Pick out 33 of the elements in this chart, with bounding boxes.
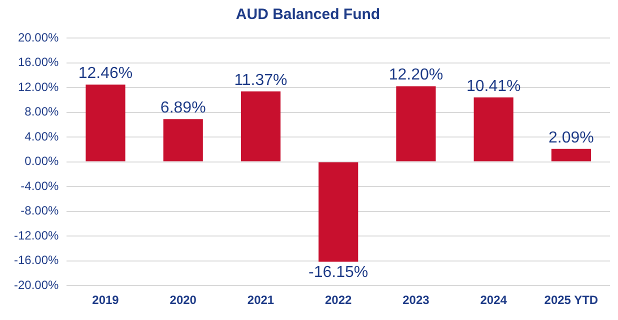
data-label: 11.37% xyxy=(234,72,288,89)
bar xyxy=(163,119,203,162)
y-tick-label: 8.00% xyxy=(24,104,60,119)
x-tick-label: 2022 xyxy=(324,293,352,308)
data-label: 2.09% xyxy=(548,129,594,146)
y-tick-label: 16.00% xyxy=(18,55,60,70)
bar xyxy=(474,97,514,162)
bar xyxy=(240,91,281,162)
chart-title: AUD Balanced Fund xyxy=(236,6,380,24)
x-tick-label: 2021 xyxy=(247,293,274,308)
x-tick-label: 2023 xyxy=(402,293,430,308)
y-tick-label: -8.00% xyxy=(20,204,60,218)
y-tick-label: -4.00% xyxy=(20,178,60,193)
bar xyxy=(551,148,591,162)
y-tick-label: -12.00% xyxy=(14,228,60,242)
y-tick-label: -20.00% xyxy=(14,278,60,292)
bar xyxy=(86,84,126,162)
bar xyxy=(396,86,436,162)
data-label: -16.15% xyxy=(308,264,368,282)
data-label: 12.46% xyxy=(78,65,133,82)
y-tick-label: 12.00% xyxy=(18,80,60,94)
y-tick-label: 4.00% xyxy=(24,129,60,144)
data-label: 6.89% xyxy=(160,100,206,117)
y-tick-label: 20.00% xyxy=(18,30,60,44)
bar xyxy=(318,162,358,262)
x-tick-label: 2019 xyxy=(92,293,120,308)
y-tick-label: 0.00% xyxy=(24,154,60,168)
data-label: 10.41% xyxy=(466,78,521,95)
x-tick-label: 2025 YTD xyxy=(544,293,598,308)
x-tick-label: 2020 xyxy=(170,293,197,308)
y-tick-label: -16.00% xyxy=(14,253,60,268)
x-tick-label: 2024 xyxy=(480,293,508,308)
data-label: 12.20% xyxy=(388,66,444,84)
